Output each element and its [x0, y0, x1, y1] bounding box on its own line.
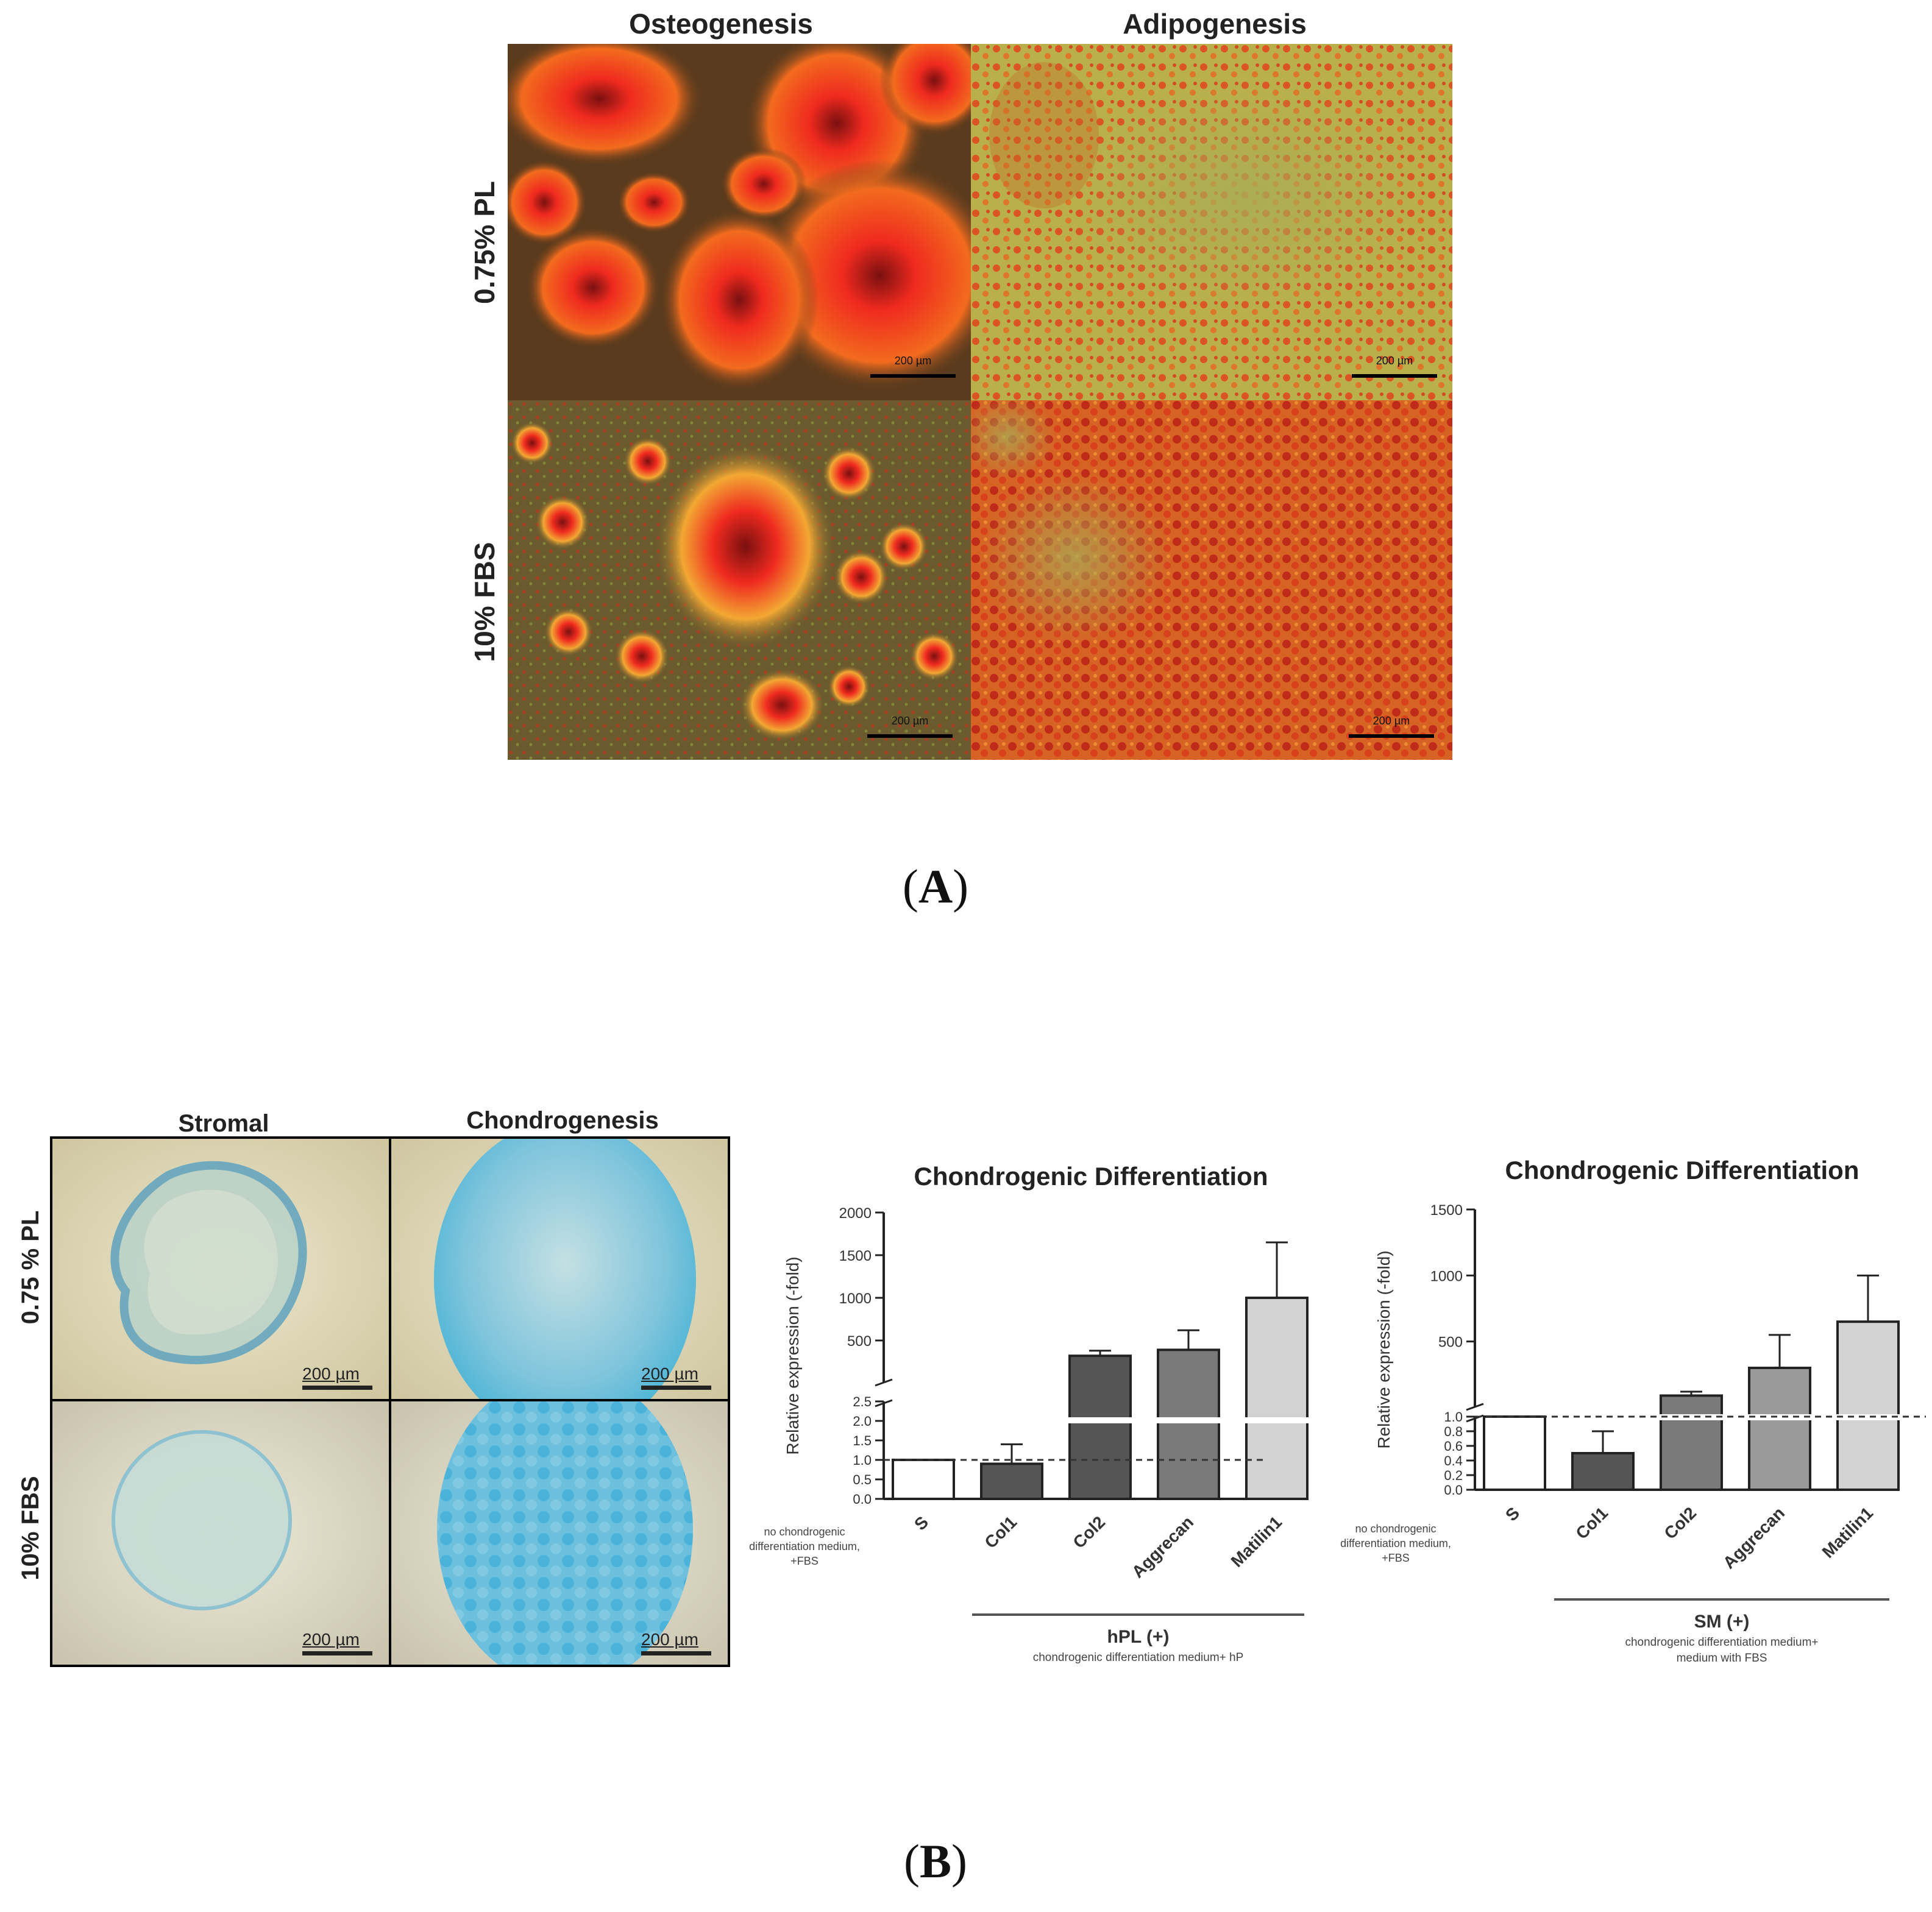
bar-s — [1483, 1415, 1546, 1491]
y-tick-label: 500 — [847, 1333, 872, 1350]
bar-matilin1 — [1245, 1297, 1309, 1500]
axis-break — [875, 1378, 893, 1387]
y-tick-label: 0.5 — [853, 1472, 872, 1487]
row-title-fbs: 10% FBS — [17, 1476, 44, 1581]
micrograph-chondro-pl: 200 µm — [389, 1136, 730, 1401]
x-tick-label: Matilin1 — [1819, 1503, 1877, 1562]
scale-bar — [302, 1386, 372, 1390]
y-tick-label: 1.5 — [853, 1433, 872, 1448]
scale-label: 200 µm — [302, 1630, 360, 1649]
bar-chart-hpl: Chondrogenic Differentiation Relative exp… — [749, 1162, 1309, 1664]
panel-letter: B — [919, 1835, 952, 1888]
y-tick-label: 1500 — [1430, 1202, 1463, 1219]
y-tick-label: 0.0 — [853, 1492, 872, 1507]
chart-title: Chondrogenic Differentiation — [914, 1162, 1268, 1191]
bar-break — [1245, 1417, 1309, 1423]
scale-label: 200 µm — [641, 1364, 698, 1383]
row-title-fbs: 10% FBS — [469, 542, 500, 662]
bar-break — [1068, 1417, 1132, 1423]
y-tick-label: 2.5 — [853, 1394, 872, 1409]
panel-letter: A — [918, 860, 953, 913]
x-tick-label: Matilin1 — [1227, 1512, 1286, 1571]
control-note: no chondrogenic differentiation medium, +F… — [1340, 1523, 1451, 1564]
micrograph-osteo-fbs: 200 µm — [508, 400, 971, 760]
y-tick-label: 1500 — [839, 1248, 872, 1264]
x-tick-label: Col1 — [981, 1512, 1020, 1552]
chart-title: Chondrogenic Differentiation — [1505, 1156, 1859, 1184]
axis-break — [875, 1399, 893, 1407]
scale-label: 200 µm — [1376, 355, 1413, 367]
column-title-chondrogenesis: Chondrogenesis — [466, 1107, 659, 1134]
group-note: chondrogenic differentiation medium+ hP — [1033, 1651, 1244, 1664]
bar-s — [892, 1459, 955, 1500]
y-tick-label: 500 — [1438, 1334, 1463, 1351]
bar-col1 — [1571, 1452, 1635, 1491]
group-label: hPL (+) — [1107, 1627, 1170, 1647]
control-note: no chondrogenic differentiation medium, +F… — [749, 1526, 860, 1567]
axis-break — [1466, 1403, 1484, 1411]
y-tick-label: 0.8 — [1444, 1424, 1463, 1439]
column-title-osteogenesis: Osteogenesis — [629, 8, 813, 40]
y-tick-label: 0.6 — [1444, 1439, 1463, 1454]
y-tick-label: 1.0 — [1444, 1409, 1463, 1425]
column-title-adipogenesis: Adipogenesis — [1123, 8, 1307, 40]
bar-col2 — [1068, 1354, 1132, 1501]
micrograph-adipo-fbs: 200 µm — [971, 400, 1452, 760]
y-tick-label: 1.0 — [853, 1453, 872, 1468]
scale-label: 200 µm — [1373, 715, 1410, 727]
x-tick-label: S — [1502, 1503, 1523, 1524]
y-tick-label: 1000 — [1430, 1268, 1463, 1284]
bar-break — [1659, 1414, 1724, 1420]
x-tick-label: Col1 — [1572, 1503, 1611, 1543]
bar-break — [1747, 1414, 1812, 1420]
row-title-pl: 0.75% PL — [469, 181, 500, 304]
y-tick-label: 2000 — [839, 1205, 872, 1222]
x-tick-label: S — [911, 1512, 932, 1534]
column-title-stromal: Stromal — [178, 1110, 269, 1137]
micrograph-stromal-fbs: 200 µm — [50, 1399, 391, 1667]
bar-break — [1156, 1417, 1221, 1423]
group-label: SM (+) — [1694, 1612, 1750, 1632]
bar-col1 — [980, 1462, 1043, 1501]
x-tick-label: Aggrecan — [1128, 1512, 1197, 1581]
row-title-pl: 0.75 % PL — [17, 1210, 44, 1325]
scale-bar — [641, 1386, 711, 1390]
scale-bar — [1349, 734, 1434, 738]
y-axis-label: Relative expression (-fold) — [783, 1256, 802, 1454]
bar-aggrecan — [1748, 1367, 1811, 1491]
scale-label: 200 µm — [891, 715, 929, 727]
bar-chart-sm: Chondrogenic Differentiation Relative exp… — [1340, 1156, 1926, 1665]
scale-label: 200 µm — [894, 355, 932, 367]
scale-label: 200 µm — [302, 1364, 360, 1383]
group-note: chondrogenic differentiation medium+ medi… — [1625, 1636, 1818, 1665]
x-tick-label: Aggrecan — [1719, 1503, 1788, 1572]
x-tick-label: Col2 — [1069, 1512, 1109, 1552]
micrograph-adipo-pl: 200 µm — [971, 44, 1452, 400]
scale-bar — [867, 734, 953, 738]
panel-label-b: (B) — [904, 1835, 967, 1888]
y-axis-label: Relative expression (-fold) — [1374, 1250, 1393, 1448]
scale-bar — [641, 1651, 711, 1655]
panel-label-a: (A) — [902, 860, 969, 913]
bar-break — [1836, 1414, 1900, 1420]
scale-label: 200 µm — [641, 1630, 698, 1649]
micrograph-stromal-pl: 200 µm — [50, 1136, 391, 1401]
micrograph-chondro-fbs: 200 µm — [389, 1399, 730, 1667]
bar-aggrecan — [1157, 1348, 1220, 1500]
y-tick-label: 2.0 — [853, 1414, 872, 1429]
bar-matilin1 — [1836, 1320, 1900, 1491]
x-tick-label: Col2 — [1660, 1503, 1700, 1543]
y-tick-label: 1000 — [839, 1291, 872, 1307]
y-tick-label: 0.0 — [1444, 1482, 1463, 1498]
scale-bar — [870, 374, 956, 378]
y-tick-label: 0.2 — [1444, 1468, 1463, 1483]
y-tick-label: 0.4 — [1444, 1453, 1463, 1468]
micrograph-osteo-pl: 200 µm — [508, 44, 971, 400]
scale-bar — [1352, 374, 1437, 378]
scale-bar — [302, 1651, 372, 1655]
bar-col2 — [1660, 1394, 1723, 1491]
